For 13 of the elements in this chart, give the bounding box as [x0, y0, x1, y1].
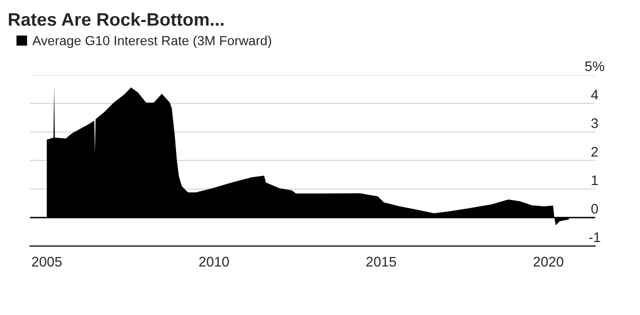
x-tick-label: 2005	[32, 256, 62, 267]
y-tick-label: 0	[591, 204, 598, 214]
x-tick-label: 2015	[366, 256, 396, 267]
y-tick-label: 3	[591, 118, 598, 128]
y-tick-label: 5%	[585, 61, 604, 72]
y-tick-label: 1	[592, 175, 598, 186]
x-tick-label: 2010	[199, 256, 229, 267]
y-tick-label: 4	[591, 90, 598, 100]
y-tick-label: 2	[591, 146, 598, 157]
y-tick-label: -1	[589, 232, 600, 242]
x-tick-label: 2020	[534, 256, 564, 267]
chart-title: Rates Are Rock-Bottom...	[8, 12, 224, 26]
legend-label: Average G10 Interest Rate (3M Forward)	[32, 36, 272, 48]
